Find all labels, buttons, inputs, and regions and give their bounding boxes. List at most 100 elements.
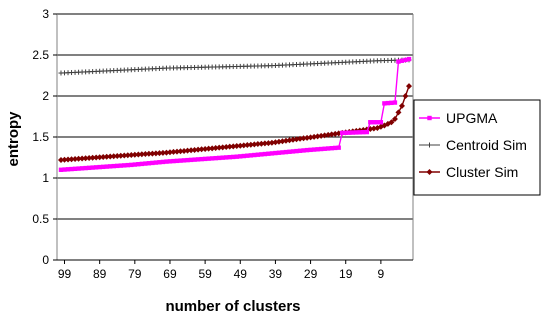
legend-label: Centroid Sim: [446, 137, 527, 153]
series-upgma: [58, 56, 412, 172]
data-point: [100, 154, 107, 161]
data-point: [153, 160, 159, 165]
data-point: [157, 160, 162, 165]
data-point: [115, 163, 120, 169]
y-tick-label: 2: [42, 89, 49, 103]
data-point: [103, 153, 110, 160]
data-point: [374, 124, 381, 131]
data-point: [329, 146, 334, 151]
data-point: [395, 109, 402, 116]
data-point: [325, 146, 331, 151]
data-point: [181, 147, 188, 154]
legend-entry: Cluster Sim: [419, 164, 518, 180]
data-point: [343, 130, 348, 135]
data-point: [392, 100, 398, 105]
data-point: [156, 150, 163, 157]
legend-entry: UPGMA: [419, 110, 498, 126]
data-point: [311, 147, 317, 152]
data-point: [97, 164, 102, 170]
data-point: [322, 146, 327, 151]
y-tick-label: 2.5: [32, 48, 49, 62]
legend-entry: Centroid Sim: [419, 137, 527, 153]
series-line: [60, 58, 410, 171]
data-point: [251, 141, 258, 148]
data-point: [328, 131, 335, 138]
x-tick-label: 39: [269, 267, 283, 281]
data-point: [241, 153, 246, 159]
data-point: [107, 153, 114, 160]
legend-marker: [427, 142, 432, 148]
data-point: [403, 57, 408, 63]
data-point: [164, 159, 169, 164]
data-point: [297, 148, 303, 153]
data-point: [209, 145, 216, 152]
data-point: [255, 152, 261, 157]
data-point: [160, 159, 166, 165]
y-tick-label: 0.5: [32, 212, 49, 226]
data-point: [237, 142, 244, 149]
data-point: [226, 143, 233, 150]
data-point: [268, 139, 275, 146]
data-point: [402, 93, 409, 99]
y-axis-title: entropy: [5, 111, 22, 167]
data-point: [86, 165, 92, 171]
data-point: [209, 156, 215, 161]
data-point: [212, 144, 219, 151]
y-tick-label: 1.5: [32, 130, 49, 144]
data-point: [143, 161, 148, 166]
data-point: [128, 152, 135, 159]
data-point: [111, 163, 116, 169]
data-point: [286, 137, 293, 144]
data-point: [325, 131, 332, 138]
data-point: [135, 151, 142, 158]
data-point: [184, 147, 191, 154]
data-point: [332, 130, 339, 137]
data-point: [110, 153, 117, 160]
data-point: [385, 100, 391, 106]
data-point: [371, 120, 377, 125]
legend-frame: [413, 99, 541, 196]
data-point: [347, 130, 352, 135]
data-point: [290, 149, 296, 154]
data-point: [357, 130, 362, 135]
data-point: [139, 161, 145, 167]
x-tick-label: 99: [58, 267, 72, 281]
data-point: [314, 133, 321, 140]
data-point: [206, 156, 211, 161]
data-point: [177, 148, 184, 155]
data-point: [202, 145, 209, 152]
data-point: [171, 158, 176, 164]
data-point: [199, 156, 204, 162]
data-point: [100, 164, 106, 170]
data-point: [124, 152, 131, 159]
data-point: [247, 141, 254, 148]
y-tick-label: 1: [42, 171, 49, 185]
data-point: [69, 166, 74, 172]
data-point: [406, 56, 412, 62]
data-point: [266, 151, 271, 156]
data-point: [389, 100, 394, 106]
data-point: [122, 163, 127, 168]
data-point: [378, 120, 384, 125]
data-point: [90, 165, 95, 170]
data-point: [233, 143, 240, 150]
data-point: [234, 154, 239, 159]
data-point: [121, 152, 128, 159]
data-point: [62, 167, 67, 172]
data-point: [261, 140, 268, 147]
data-point: [96, 154, 103, 161]
data-point: [272, 139, 279, 146]
data-point: [332, 145, 338, 151]
data-point: [174, 148, 180, 155]
data-point: [79, 166, 85, 171]
data-point: [254, 141, 261, 148]
data-point: [391, 115, 398, 122]
data-point: [290, 136, 296, 143]
data-point: [61, 156, 68, 163]
data-point: [287, 149, 292, 154]
data-point: [136, 162, 141, 167]
data-point: [368, 120, 373, 125]
data-point: [195, 157, 201, 162]
data-point: [188, 157, 194, 163]
data-point: [361, 129, 366, 135]
